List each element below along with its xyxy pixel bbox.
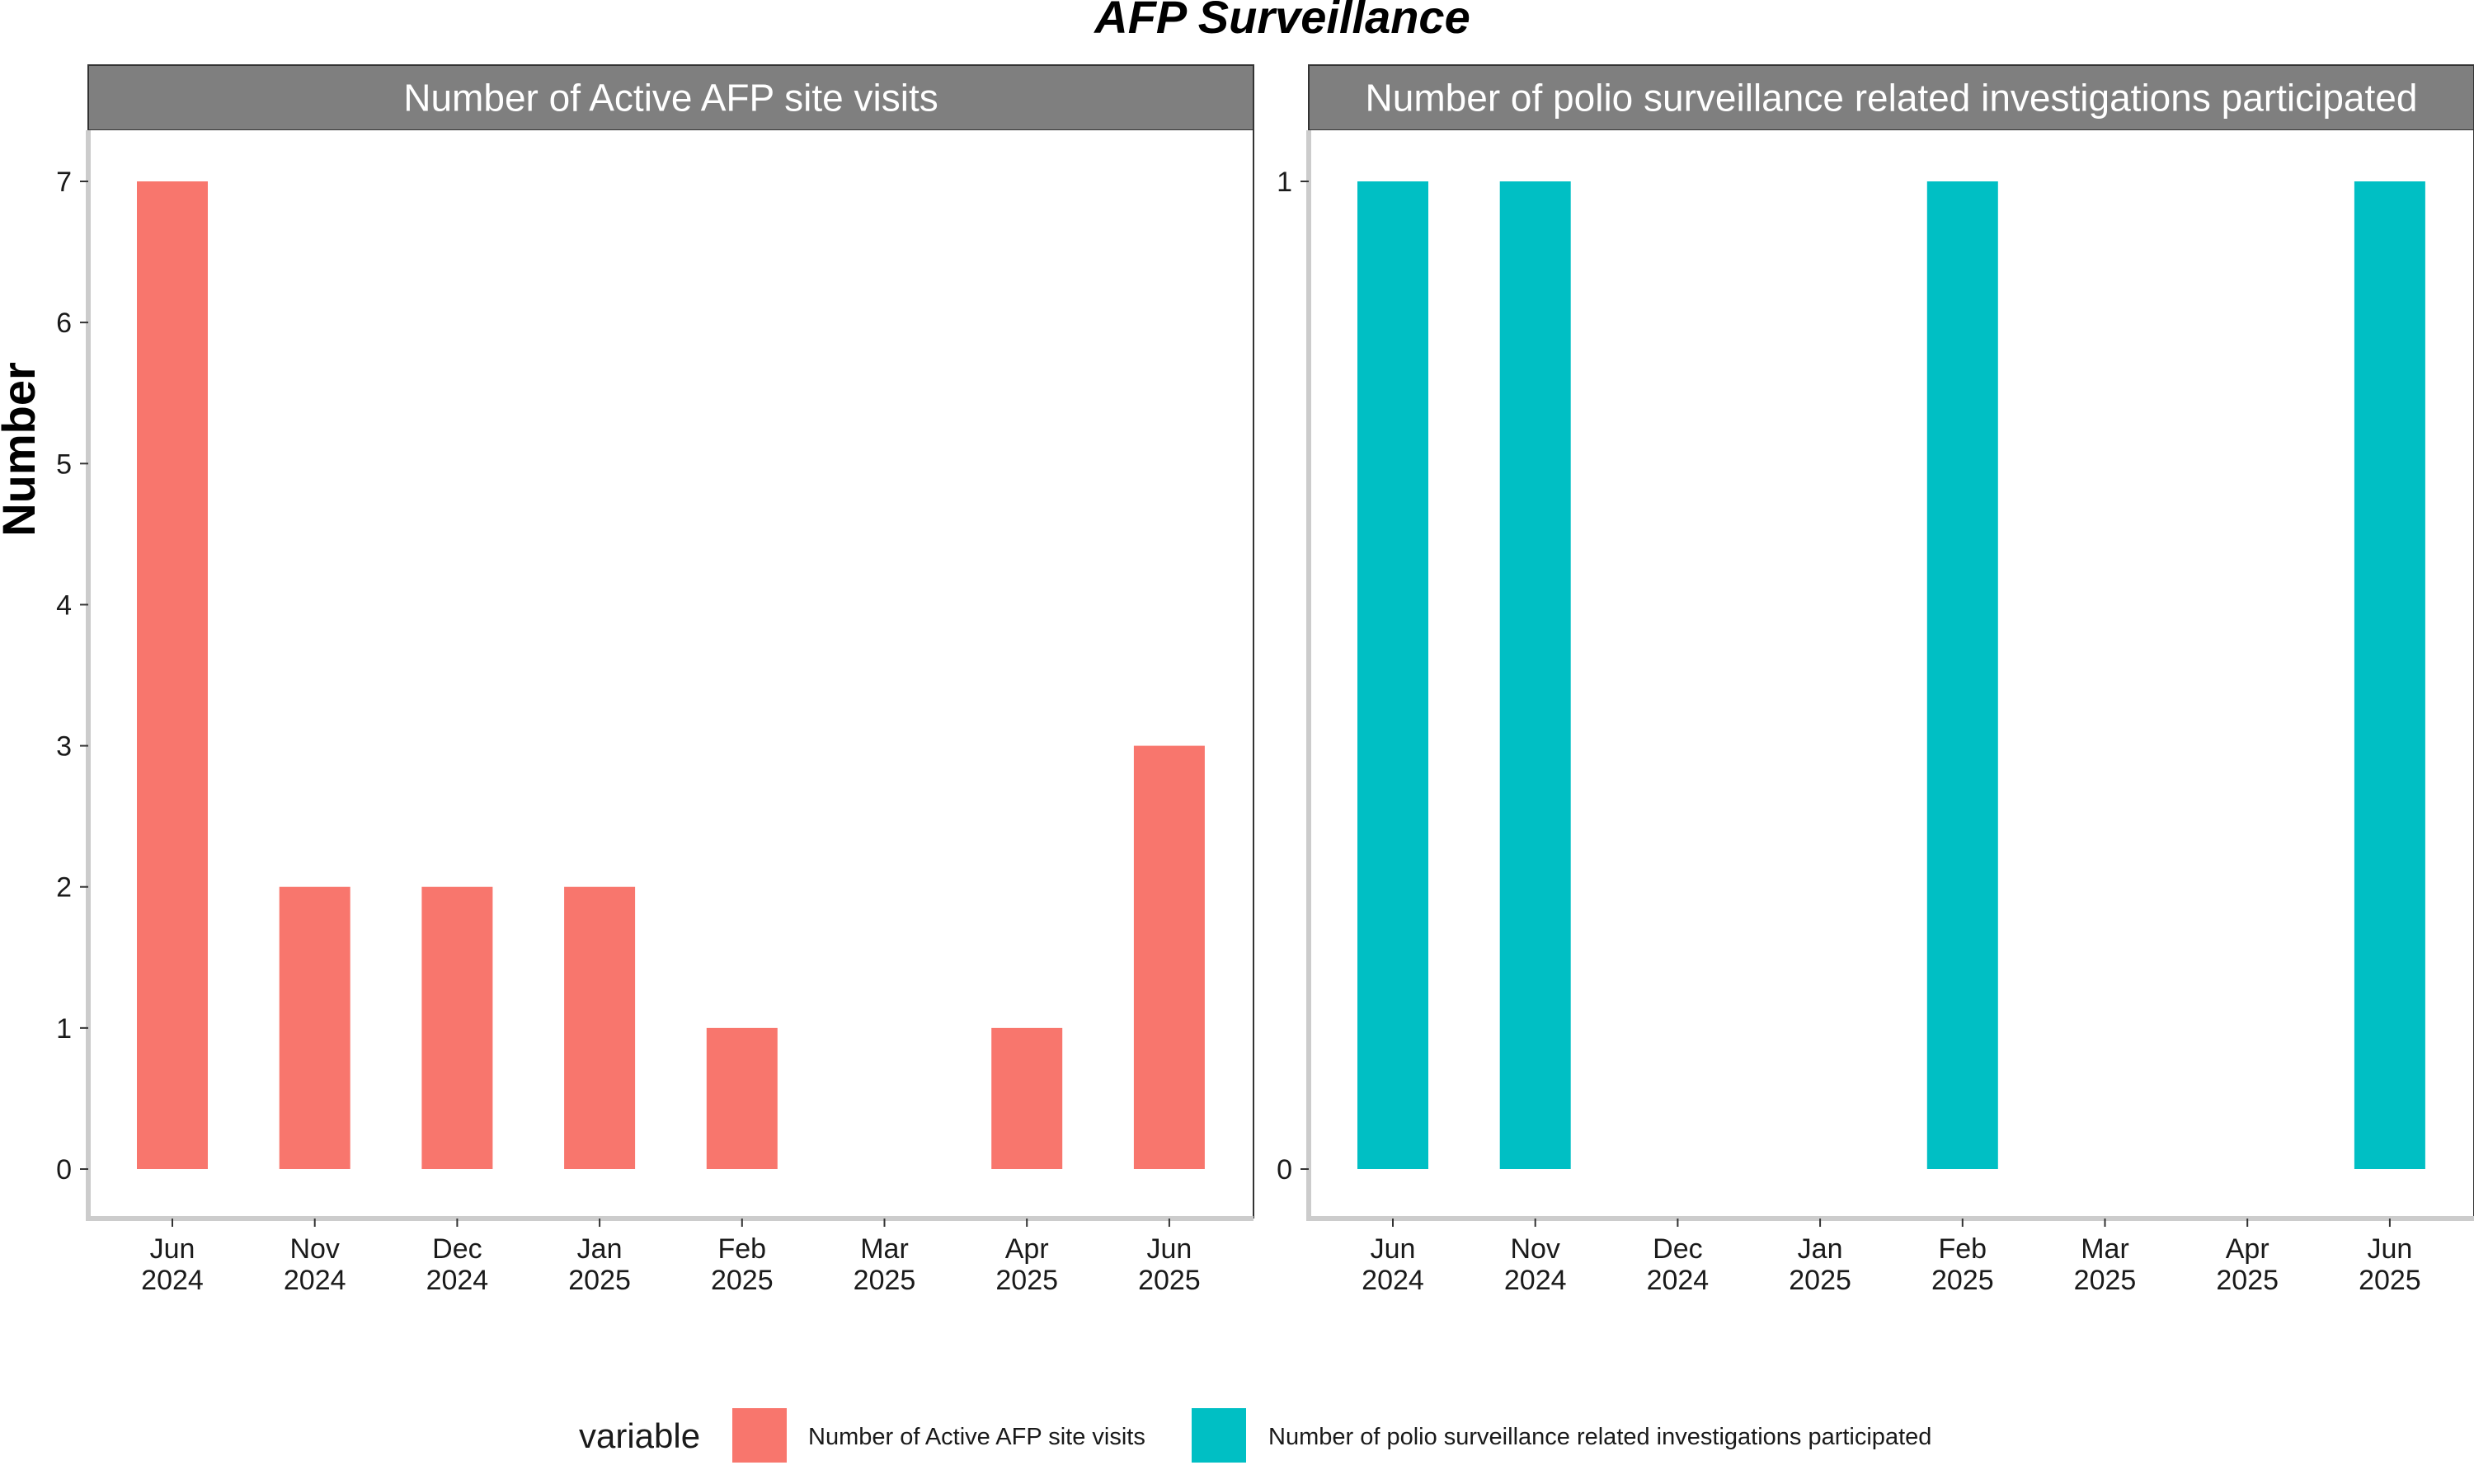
x-tick-label-year: 2025 [854, 1265, 916, 1296]
x-tick-label-month: Nov [289, 1233, 339, 1265]
x-tick-label-month: Mar [860, 1233, 909, 1265]
bar-1-dec-2024 [421, 886, 493, 1169]
x-tick-label-month: Mar [2081, 1233, 2129, 1265]
bar-1-apr-2025 [991, 1027, 1063, 1169]
bar-1-feb-2025 [706, 1027, 778, 1169]
y-tick-label: 0 [1277, 1154, 1292, 1186]
x-tick-label-year: 2024 [1504, 1265, 1567, 1296]
x-tick-label-month: Apr [2226, 1233, 2269, 1265]
facet-panels: Number of Active AFP site visits 0 1 2 3 4 5 6 7… [56, 64, 2474, 1296]
y-axis-label: Number [0, 362, 45, 537]
bar-2-jun-2024 [1357, 181, 1428, 1169]
x-tick-label-year: 2025 [2359, 1265, 2421, 1296]
legend: variable Number of Active AFP site visit… [579, 1408, 1931, 1463]
x-tick-label-month: Jun [2367, 1233, 2412, 1265]
x-tick-label-month: Feb [718, 1233, 767, 1265]
bar-2-feb-2025 [1926, 181, 1998, 1169]
legend-label-1: Number of Active AFP site visits [808, 1424, 1145, 1450]
legend-key-2 [1192, 1408, 1246, 1463]
x-tick-label-year: 2024 [1647, 1265, 1710, 1296]
strip-label: Number of Active AFP site visits [403, 77, 938, 120]
legend-label-2: Number of polio surveillance related inv… [1268, 1424, 1931, 1450]
bar-1-nov-2024 [279, 886, 350, 1169]
y-tick-label: 1 [56, 1013, 72, 1045]
legend-title: variable [579, 1416, 700, 1455]
strip-label: Number of polio surveillance related inv… [1366, 77, 2418, 120]
x-tick-label-month: Jun [150, 1233, 195, 1265]
facet-panel-2: Number of polio surveillance related inv… [1277, 64, 2474, 1296]
panel-background [1309, 130, 2474, 1219]
y-tick-label: 0 [56, 1154, 72, 1186]
bar-2-jun-2025 [2354, 181, 2425, 1169]
x-tick-label-year: 2024 [141, 1265, 204, 1296]
facet-panel-1: Number of Active AFP site visits 0 1 2 3 4 5 6 7… [56, 64, 1254, 1296]
x-tick-label-year: 2025 [568, 1265, 631, 1296]
x-tick-label-year: 2025 [1789, 1265, 1851, 1296]
chart-title: AFP Surveillance [1093, 0, 1470, 43]
x-tick-label-year: 2024 [426, 1265, 489, 1296]
bar-1-jun-2024 [137, 181, 208, 1169]
panel-background [88, 130, 1253, 1219]
x-tick-label-year: 2025 [1931, 1265, 1994, 1296]
x-tick-label-month: Dec [1653, 1233, 1702, 1265]
y-tick-label: 4 [56, 589, 72, 621]
x-tick-label-month: Jan [1798, 1233, 1843, 1265]
x-tick-label-year: 2025 [2074, 1265, 2137, 1296]
y-tick-label: 3 [56, 731, 72, 763]
x-tick-label-month: Apr [1005, 1233, 1049, 1265]
y-tick-label: 1 [1277, 167, 1292, 198]
y-tick-label: 2 [56, 872, 72, 904]
bar-2-nov-2024 [1499, 181, 1571, 1169]
x-tick-label-month: Jan [577, 1233, 623, 1265]
x-tick-label-year: 2024 [1362, 1265, 1424, 1296]
y-tick-label: 6 [56, 308, 72, 339]
x-tick-label-month: Jun [1371, 1233, 1416, 1265]
strip-background [1308, 64, 2474, 131]
x-tick-label-year: 2025 [995, 1265, 1058, 1296]
x-tick-label-month: Jun [1146, 1233, 1192, 1265]
bar-1-jun-2025 [1133, 745, 1205, 1169]
x-tick-label-year: 2025 [2216, 1265, 2279, 1296]
x-tick-label-year: 2025 [1138, 1265, 1201, 1296]
x-tick-label-month: Feb [1939, 1233, 1987, 1265]
bar-1-jan-2025 [564, 886, 636, 1169]
legend-key-1 [732, 1408, 787, 1463]
y-tick-label: 5 [56, 448, 72, 480]
x-tick-label-year: 2025 [711, 1265, 774, 1296]
x-tick-label-year: 2024 [284, 1265, 346, 1296]
y-tick-label: 7 [56, 167, 72, 198]
strip-background [87, 64, 1254, 131]
x-tick-label-month: Nov [1510, 1233, 1559, 1265]
x-tick-label-month: Dec [432, 1233, 482, 1265]
